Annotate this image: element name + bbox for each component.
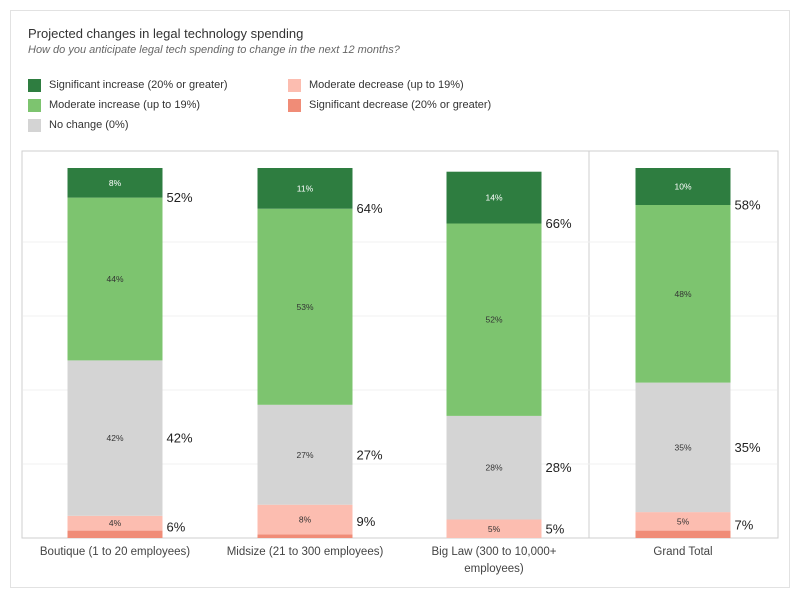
legend-item-moderate-increase[interactable]: Moderate increase (up to 19%)	[28, 97, 200, 113]
segment-data-label: 14%	[485, 193, 502, 203]
legend-swatch	[288, 78, 301, 92]
segment-data-label: 44%	[106, 274, 123, 284]
bar-segment-significant-increase-20-or-greater	[635, 168, 731, 205]
segment-data-label: 11%	[297, 183, 314, 193]
increase-total-label: 66%	[546, 216, 572, 231]
legend-label: No change (0%)	[49, 119, 129, 131]
chart-frame	[10, 10, 790, 588]
legend-item-significant-decrease[interactable]: Significant decrease (20% or greater)	[288, 97, 491, 113]
legend-swatch	[288, 98, 301, 112]
segment-data-label: 48%	[674, 289, 691, 299]
segment-data-label: 5%	[488, 524, 501, 534]
decrease-total-label: 5%	[546, 521, 565, 536]
bar-segment-no-change-0	[635, 382, 731, 513]
bar-segment-moderate-decrease-up-to-19	[446, 519, 542, 538]
bar-segment-moderate-decrease-up-to-19	[257, 504, 353, 535]
no-change-total-label: 42%	[167, 431, 193, 446]
category-label: Big Law (300 to 10,000+	[432, 546, 557, 558]
bar-segment-moderate-increase-up-to-19	[446, 223, 542, 416]
legend-label: Significant increase (20% or greater)	[49, 79, 228, 91]
bar-segment-significant-increase-20-or-greater	[67, 168, 163, 198]
legend-swatch	[28, 78, 41, 92]
segment-data-label: 27%	[296, 450, 313, 460]
legend-label: Moderate increase (up to 19%)	[49, 99, 201, 111]
legend-item-moderate-decrease[interactable]: Moderate decrease (up to 19%)	[288, 77, 464, 93]
bar-segment-no-change-0	[257, 404, 353, 505]
segment-data-label: 42%	[106, 433, 123, 443]
segment-data-label: 35%	[674, 442, 691, 452]
bar-segment-significant-decrease-20-or-greater	[257, 534, 353, 538]
increase-total-label: 58%	[735, 198, 761, 213]
segment-data-label: 4%	[109, 518, 122, 528]
segment-data-label: 53%	[296, 302, 313, 312]
bar-segment-moderate-decrease-up-to-19	[635, 512, 731, 531]
segment-data-label: 8%	[109, 178, 122, 188]
segment-data-label: 10%	[674, 182, 691, 192]
bar-segment-moderate-increase-up-to-19	[67, 197, 163, 361]
segment-data-label: 52%	[485, 315, 502, 325]
bar-segment-moderate-decrease-up-to-19	[67, 515, 163, 531]
bar-segment-moderate-increase-up-to-19	[635, 205, 731, 383]
legend-swatch	[28, 98, 41, 112]
decrease-total-label: 6%	[167, 519, 186, 534]
segment-data-label: 5%	[677, 516, 690, 526]
increase-total-label: 52%	[167, 190, 193, 205]
category-label: Midsize (21 to 300 employees)	[227, 546, 384, 558]
bar-segment-moderate-increase-up-to-19	[257, 208, 353, 405]
decrease-total-label: 9%	[357, 514, 376, 529]
bar-segment-no-change-0	[446, 415, 542, 520]
no-change-total-label: 27%	[357, 447, 383, 462]
bar-segment-significant-decrease-20-or-greater	[67, 530, 163, 538]
bar-segment-significant-increase-20-or-greater	[446, 171, 542, 224]
decrease-total-label: 7%	[735, 518, 754, 533]
no-change-total-label: 35%	[735, 440, 761, 455]
legend-item-significant-increase[interactable]: Significant increase (20% or greater)	[28, 77, 228, 93]
legend-item-no-change[interactable]: No change (0%)	[28, 117, 129, 133]
bar-segment-significant-decrease-20-or-greater	[635, 530, 731, 538]
category-label: Boutique (1 to 20 employees)	[40, 546, 190, 558]
segment-data-label: 28%	[485, 463, 502, 473]
legend-swatch	[28, 118, 41, 132]
category-label: employees)	[464, 563, 524, 575]
plot-border	[21, 150, 779, 539]
bar-segment-no-change-0	[67, 360, 163, 516]
bar-segment-significant-increase-20-or-greater	[257, 168, 353, 209]
no-change-total-label: 28%	[546, 460, 572, 475]
increase-total-label: 64%	[357, 201, 383, 216]
segment-data-label: 8%	[299, 515, 312, 525]
chart-subtitle: How do you anticipate legal tech spendin…	[28, 44, 400, 56]
legend-label: Moderate decrease (up to 19%)	[309, 79, 464, 91]
chart-title: Projected changes in legal technology sp…	[28, 26, 304, 41]
legend-label: Significant decrease (20% or greater)	[309, 99, 492, 111]
category-label: Grand Total	[653, 546, 712, 558]
